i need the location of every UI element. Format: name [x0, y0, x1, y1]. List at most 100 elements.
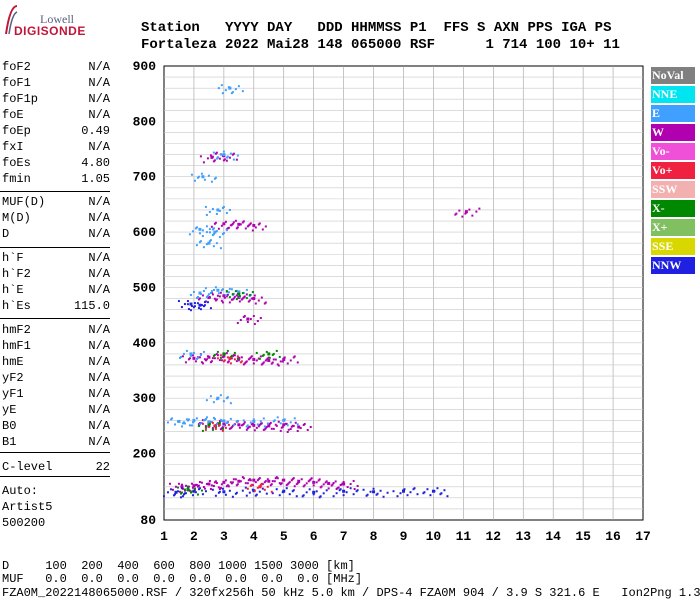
data-point-speckle	[173, 423, 176, 426]
data-point-speckle	[249, 484, 252, 487]
data-point-speckle	[211, 207, 214, 210]
data-point-speckle	[308, 488, 311, 491]
data-point-speckle	[468, 208, 471, 211]
data-point-speckle	[264, 225, 267, 228]
data-point-speckle	[250, 297, 253, 300]
data-point-speckle	[246, 487, 249, 490]
data-point-speckle	[191, 354, 194, 357]
param-name: foF2	[2, 60, 31, 74]
data-point-speckle	[186, 419, 189, 422]
data-point-speckle	[241, 90, 244, 93]
data-point-speckle	[241, 489, 244, 492]
param-row-b1: B1 N/A	[2, 435, 110, 451]
data-point	[252, 357, 256, 361]
data-point-speckle	[342, 494, 345, 497]
param-value: N/A	[88, 251, 110, 265]
data-point-speckle	[260, 363, 263, 366]
data-point-speckle	[227, 423, 230, 426]
data-point-speckle	[258, 423, 261, 426]
data-point-speckle	[409, 491, 412, 494]
param-value: N/A	[88, 108, 110, 122]
param-row-ye: yE N/A	[2, 403, 110, 419]
data-point-speckle	[200, 481, 203, 484]
data-point-speckle	[220, 84, 223, 87]
data-point-speckle	[265, 425, 268, 428]
data-point-speckle	[183, 488, 186, 491]
data-point	[222, 419, 226, 423]
data-point-speckle	[277, 364, 280, 367]
param-value: N/A	[88, 211, 110, 225]
data-point-speckle	[212, 401, 215, 404]
data-point-speckle	[227, 86, 230, 89]
param-row-foe: foE N/A	[2, 108, 110, 124]
data-point-speckle	[369, 490, 372, 493]
data-point-speckle	[177, 300, 180, 303]
data-point-speckle	[263, 488, 266, 491]
x-tick-label: 9	[400, 529, 408, 544]
param-row-fxi: fxI N/A	[2, 140, 110, 156]
data-point-speckle	[189, 491, 192, 494]
data-point	[222, 222, 226, 226]
data-point-speckle	[213, 177, 216, 180]
data-point-speckle	[416, 493, 419, 496]
data-point-speckle	[305, 482, 308, 485]
data-point-speckle	[218, 236, 221, 239]
data-point-speckle	[327, 487, 330, 490]
data-point-speckle	[312, 493, 315, 496]
data-point-speckle	[212, 289, 215, 291]
x-tick-label: 4	[250, 529, 258, 544]
data-point	[207, 420, 211, 424]
data-point-speckle	[299, 426, 302, 429]
data-point-speckle	[239, 319, 242, 322]
data-point-speckle	[215, 242, 218, 245]
data-point-speckle	[187, 308, 190, 311]
data-point-speckle	[211, 234, 214, 237]
data-point-speckle	[217, 486, 220, 489]
data-point-speckle	[212, 245, 215, 248]
data-point-speckle	[375, 493, 378, 496]
data-point-speckle	[330, 484, 333, 487]
data-point-speckle	[270, 362, 273, 365]
data-point-speckle	[392, 490, 395, 493]
data-point-speckle	[188, 424, 191, 427]
data-point-speckle	[188, 489, 191, 492]
param-row-fof1: foF1 N/A	[2, 76, 110, 92]
param-value: N/A	[88, 323, 110, 337]
param-row-foep: foEp 0.49	[2, 124, 110, 140]
data-point-speckle	[257, 425, 260, 428]
param-value: 115.0	[73, 299, 110, 313]
header-values: Fortaleza 2022 Mai28 148 065000 RSF 1 71…	[141, 37, 620, 53]
data-point-speckle	[215, 230, 218, 233]
data-point-speckle	[228, 287, 231, 290]
x-tick-label: 7	[340, 529, 348, 544]
data-point	[180, 485, 184, 489]
panel-separator	[0, 247, 110, 248]
data-point-speckle	[185, 349, 188, 352]
legend-item-e: E	[651, 105, 695, 122]
data-point-speckle	[296, 429, 299, 432]
data-point-speckle	[186, 303, 189, 306]
data-point-speckle	[318, 478, 321, 481]
x-tick-label: 10	[426, 529, 442, 544]
data-point-speckle	[241, 221, 244, 224]
data-point-speckle	[203, 178, 206, 181]
data-point-speckle	[204, 490, 207, 493]
data-point-speckle	[251, 422, 254, 425]
param-name: M(D)	[2, 211, 31, 225]
data-point-speckle	[224, 294, 227, 297]
autoscale-label: Auto:	[2, 484, 39, 498]
param-row-d: D N/A	[2, 227, 110, 243]
data-point-speckle	[229, 427, 232, 430]
data-point-speckle	[217, 227, 220, 230]
param-row-hmf1: hmF1 N/A	[2, 339, 110, 355]
data-point-speckle	[261, 228, 264, 231]
data-point-speckle	[211, 155, 214, 158]
data-point-speckle	[228, 301, 231, 304]
data-point-speckle	[223, 296, 226, 299]
data-point-speckle	[386, 491, 389, 494]
param-row-yf1: yF1 N/A	[2, 387, 110, 403]
data-point-speckle	[232, 423, 235, 426]
data-point-speckle	[228, 296, 231, 299]
data-point-speckle	[275, 424, 278, 427]
data-point	[327, 481, 331, 485]
